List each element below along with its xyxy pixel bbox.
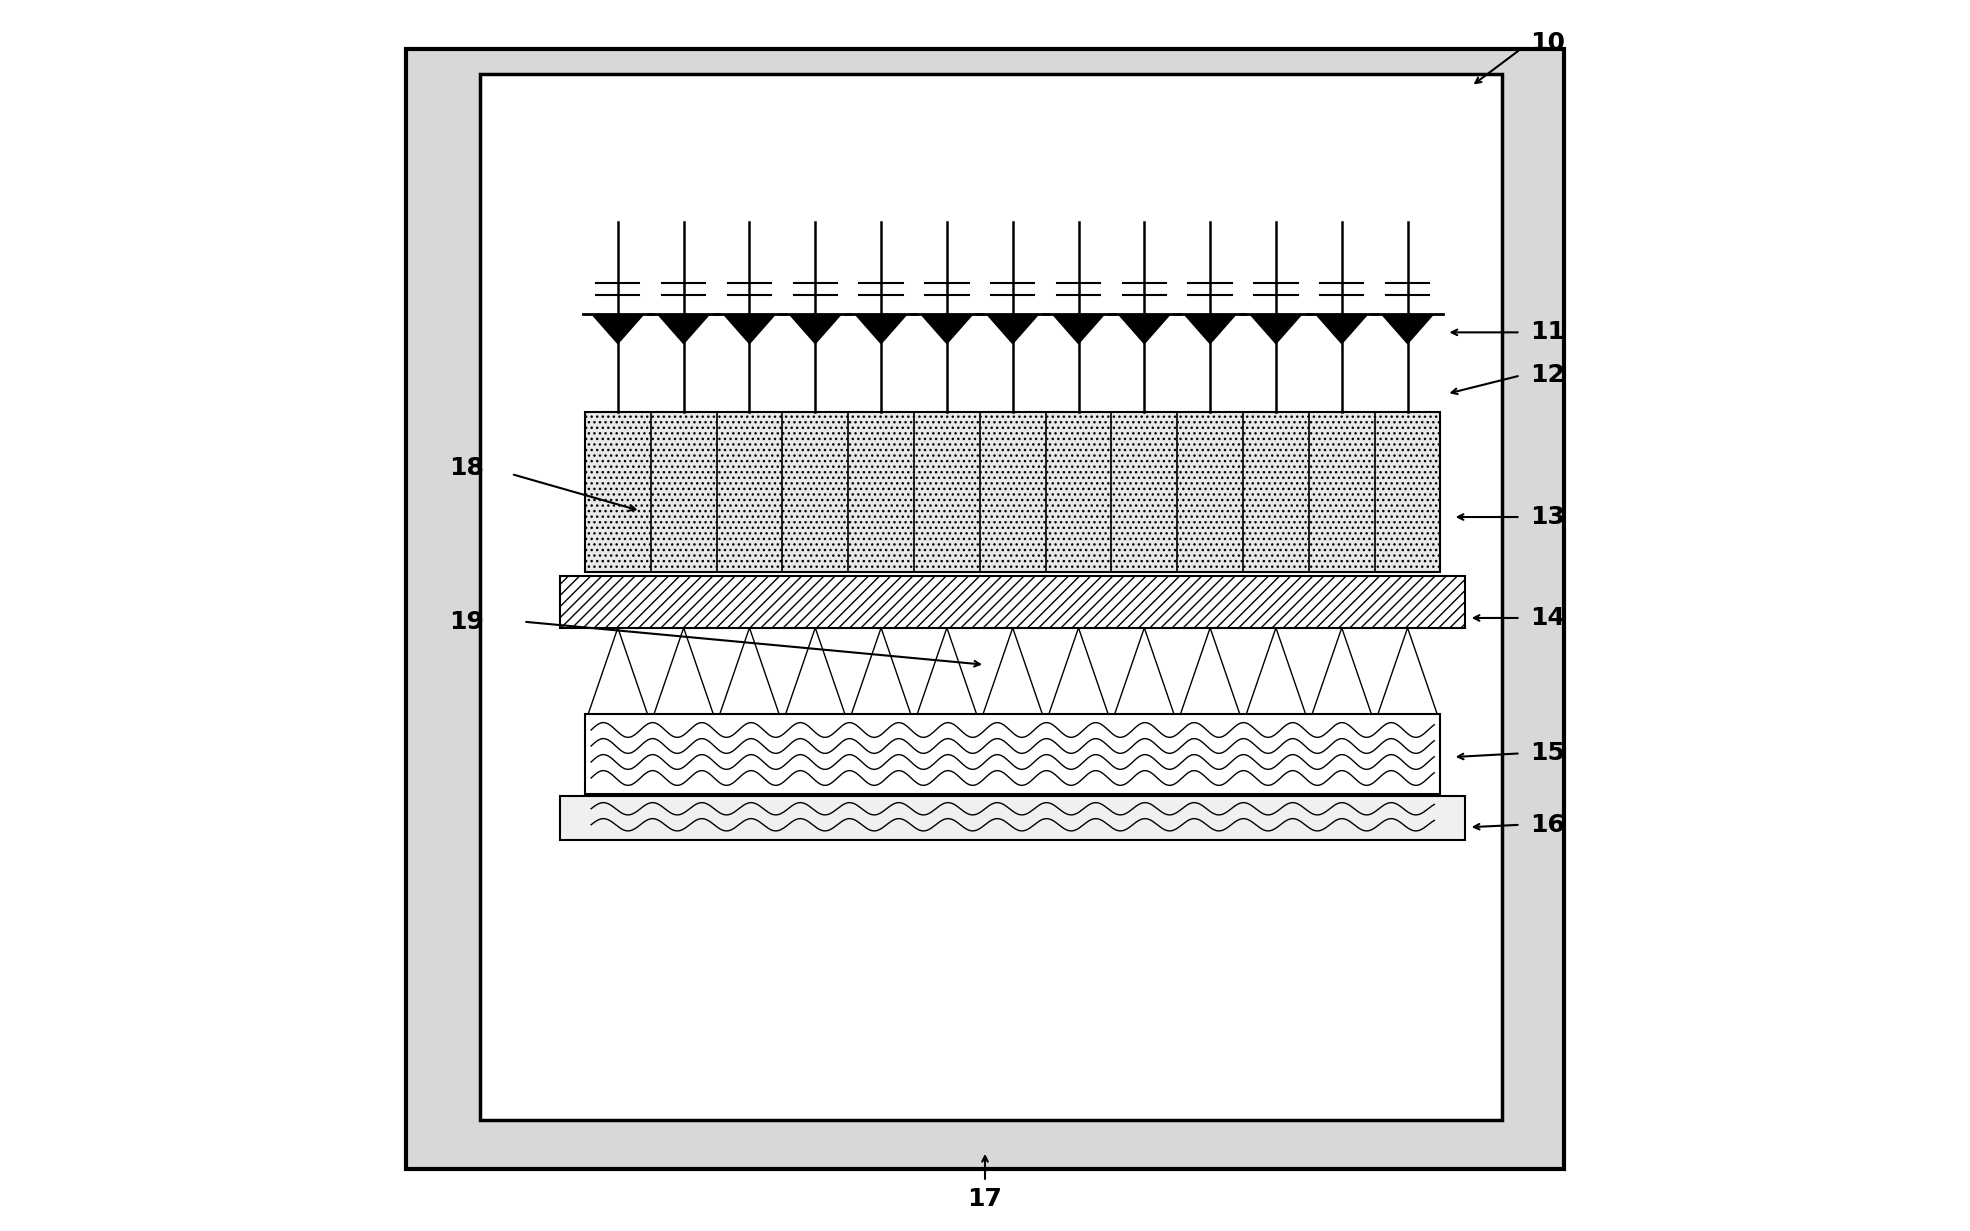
Polygon shape	[985, 314, 1040, 345]
Polygon shape	[1249, 314, 1302, 345]
Text: 18: 18	[449, 455, 485, 480]
Bar	[585, 714, 1440, 794]
Text: 15: 15	[1531, 741, 1566, 766]
FancyBboxPatch shape	[585, 412, 1440, 572]
Polygon shape	[656, 314, 711, 345]
Polygon shape	[853, 314, 908, 345]
Polygon shape	[723, 314, 776, 345]
Polygon shape	[1052, 314, 1105, 345]
Text: 14: 14	[1531, 606, 1566, 630]
Text: 12: 12	[1531, 363, 1566, 388]
Text: 10: 10	[1531, 31, 1566, 55]
Polygon shape	[920, 314, 973, 345]
Text: 16: 16	[1531, 812, 1566, 837]
Polygon shape	[591, 314, 644, 345]
Polygon shape	[788, 314, 843, 345]
Text: 11: 11	[1531, 320, 1566, 345]
Bar	[481, 74, 1501, 1120]
Text: 19: 19	[449, 609, 485, 634]
Polygon shape	[1184, 314, 1237, 345]
Polygon shape	[1314, 314, 1369, 345]
Text: 13: 13	[1531, 505, 1566, 529]
Polygon shape	[1381, 314, 1434, 345]
Polygon shape	[1117, 314, 1172, 345]
FancyBboxPatch shape	[559, 576, 1466, 628]
Text: 17: 17	[967, 1187, 1003, 1211]
Bar	[559, 796, 1466, 840]
